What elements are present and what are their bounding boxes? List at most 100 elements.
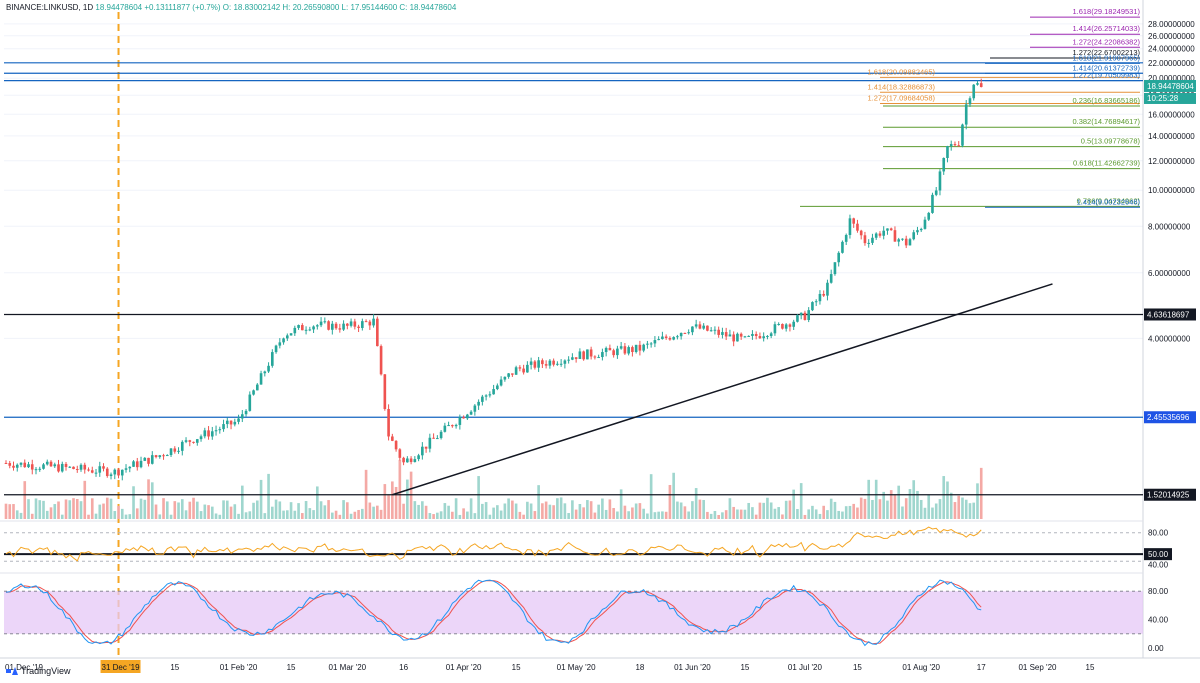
candle-body — [852, 218, 856, 224]
candle-body — [844, 234, 848, 242]
candle-body — [15, 464, 19, 468]
candle-body — [634, 344, 638, 352]
volume-bar — [826, 510, 829, 519]
volume-bar — [533, 511, 537, 519]
volume-bar — [949, 492, 953, 519]
candle-body — [604, 347, 608, 353]
candle-body — [829, 274, 833, 283]
candle-body — [316, 325, 319, 327]
volume-bar — [451, 511, 454, 519]
stoch-d-line — [5, 580, 982, 645]
volume-bar — [514, 503, 518, 519]
candle-body — [124, 468, 128, 470]
volume-bar — [664, 511, 668, 519]
candle-body — [259, 373, 263, 385]
fib-level-label: 0.786(9.04734962) — [1077, 196, 1141, 205]
volume-bar — [218, 514, 222, 519]
tradingview-logo[interactable]: TradingView — [6, 666, 71, 676]
price-level-badge-label: 2.45535696 — [1147, 413, 1190, 422]
candle-body — [889, 228, 893, 231]
volume-bar — [248, 511, 252, 519]
volume-bar — [672, 472, 675, 519]
symbol-header: BINANCE:LINKUSD, 1D 18.94478604 +0.13111… — [6, 3, 456, 12]
volume-bar — [443, 503, 447, 519]
candle-body — [357, 326, 360, 328]
candle-body — [683, 332, 687, 334]
candle-body — [698, 324, 702, 329]
volume-bar — [346, 502, 349, 519]
volume-bar — [274, 499, 278, 519]
volume-bar — [694, 488, 698, 519]
volume-bar — [64, 499, 68, 519]
candle-body — [897, 239, 901, 242]
candle-body — [964, 104, 968, 125]
candle-body — [143, 457, 147, 461]
volume-bar — [376, 505, 379, 519]
volume-bar — [683, 506, 687, 519]
volume-bar — [758, 502, 762, 519]
volume-bar — [503, 503, 507, 519]
price-level-badge-label: 1.52014925 — [1147, 491, 1190, 500]
volume-bar — [687, 511, 690, 519]
volume-bar — [653, 512, 657, 519]
candle-body — [919, 228, 923, 231]
candle-body — [154, 455, 158, 458]
candle-body — [165, 455, 169, 457]
volume-bar — [319, 501, 323, 519]
volume-bar — [23, 481, 27, 519]
candle-body — [616, 348, 619, 356]
candle-body — [274, 345, 278, 353]
last-price-badge — [1144, 79, 1196, 92]
candle-body — [721, 332, 724, 335]
fib-level-label: 1.618(20.09882465) — [867, 67, 935, 76]
price-level-badge-label: 4.63618697 — [1147, 310, 1190, 319]
candle-body — [754, 333, 758, 337]
candle-body — [210, 431, 214, 437]
volume-bar — [608, 499, 612, 519]
candle-body — [94, 472, 98, 474]
volume-bar — [278, 501, 282, 519]
time-tick-label: 01 Aug '20 — [902, 663, 940, 672]
candle-body — [391, 436, 394, 441]
candle-body — [878, 233, 882, 236]
candle-body — [177, 450, 180, 452]
candle-body — [481, 396, 484, 402]
rsi-line — [5, 526, 982, 562]
volume-bar — [391, 481, 394, 519]
candle-body — [289, 333, 293, 336]
volume-bar — [878, 499, 882, 519]
candle-body — [406, 458, 409, 463]
candle-body — [766, 336, 769, 338]
volume-bar — [638, 503, 642, 519]
rsi-tick-label: 80.00 — [1148, 529, 1169, 538]
candle-body — [34, 469, 38, 471]
volume-bar — [499, 510, 503, 519]
candle-body — [158, 455, 162, 458]
candle-body — [458, 417, 462, 425]
candle-body — [751, 333, 754, 336]
volume-bar — [12, 504, 15, 519]
candle-body — [87, 469, 90, 471]
volume-bar — [589, 501, 593, 519]
candle-body — [436, 438, 439, 440]
candle-body — [803, 312, 807, 320]
candle-body — [623, 346, 627, 354]
candle-body — [728, 334, 732, 337]
volume-bar — [612, 508, 615, 519]
volume-bar — [661, 511, 664, 519]
candle-body — [53, 464, 57, 467]
candle-body — [282, 338, 285, 343]
volume-bar — [173, 501, 177, 519]
candle-body — [308, 329, 312, 331]
time-tick-label: 01 Sep '20 — [1018, 663, 1057, 672]
volume-bar — [739, 509, 743, 519]
volume-bar — [447, 505, 450, 519]
volume-bar — [837, 510, 841, 519]
volume-bar — [529, 503, 533, 519]
candle-body — [882, 230, 886, 236]
volume-bar — [188, 501, 192, 519]
candle-body — [42, 464, 45, 469]
volume-bar — [225, 500, 229, 519]
candle-body — [312, 326, 315, 330]
